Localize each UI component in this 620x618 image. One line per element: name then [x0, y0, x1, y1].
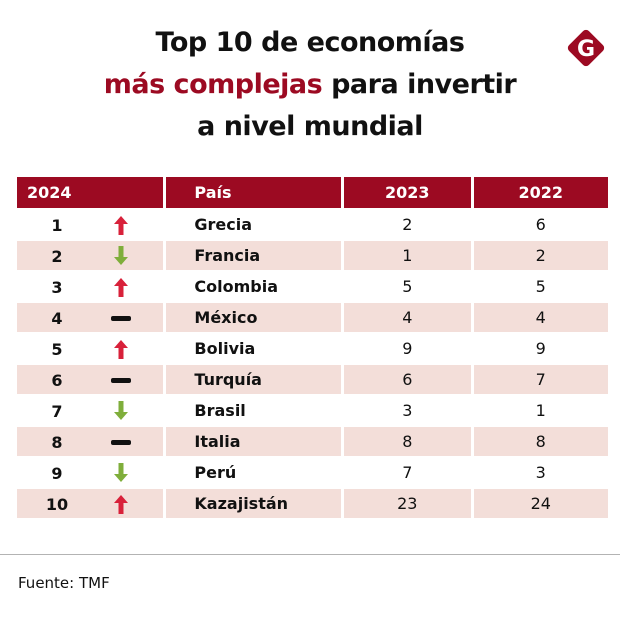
table-row: 6 Turquía 6 7	[17, 365, 608, 394]
rank-cell: 8	[17, 427, 164, 456]
table-row: 10 Kazajistán 23 24	[17, 489, 608, 518]
arrow-up-icon	[114, 216, 128, 235]
rank-2022: 9	[535, 339, 546, 358]
no-change-dash-icon	[111, 316, 131, 321]
header-2024: 2024	[17, 177, 164, 208]
rank-2022: 8	[473, 427, 608, 456]
arrow-up-icon	[114, 340, 128, 359]
table-header-row: 2024 País 2023 2022	[17, 177, 608, 208]
country-name: Kazajistán	[166, 489, 342, 518]
rank-2024: 7	[51, 402, 63, 421]
rank-2024: 9	[51, 464, 63, 483]
rank-2023: 6	[344, 365, 471, 394]
rank-cell: 5	[17, 334, 163, 363]
country-name: Brasil	[194, 401, 246, 420]
header-2023: 2023	[344, 177, 471, 208]
rank-2024: 8	[51, 433, 63, 452]
table-row: 2 Francia 1 2	[17, 241, 608, 270]
rank-2024: 4	[51, 309, 63, 328]
rank-2023: 7	[402, 463, 413, 482]
rank-2023: 8	[344, 427, 471, 456]
rank-2022: 6	[535, 215, 546, 234]
rank-2022: 3	[535, 463, 546, 482]
country-name: Turquía	[166, 365, 342, 394]
arrow-down-icon	[114, 401, 128, 420]
arrow-up-icon	[114, 278, 128, 297]
table-row: 5 Bolivia 9 9	[17, 334, 608, 363]
rank-cell: 7	[17, 396, 163, 425]
rank-2023: 1	[344, 241, 471, 270]
brand-logo-icon: G	[567, 29, 605, 67]
country-name: Bolivia	[194, 339, 256, 358]
arrow-down-icon	[114, 463, 128, 482]
rank-2024: 3	[51, 278, 63, 297]
country-name: México	[166, 303, 342, 332]
rank-2024: 2	[51, 247, 63, 266]
table-row: 3 Colombia 5 5	[17, 272, 608, 301]
table-row: 8 Italia 8 8	[17, 427, 608, 456]
country-name: Francia	[166, 241, 342, 270]
country-name: Perú	[194, 463, 237, 482]
country-name: Grecia	[194, 215, 253, 234]
ranking-table: 2024 País 2023 2022 1 Grecia 2 6 2 Francia 1 2 3…	[14, 175, 611, 520]
table-row: 4 México 4 4	[17, 303, 608, 332]
arrow-up-icon	[114, 495, 128, 514]
rank-2023: 4	[344, 303, 471, 332]
table-row: 7 Brasil 3 1	[17, 396, 608, 425]
rank-cell: 10	[17, 489, 164, 518]
country-name: Italia	[166, 427, 342, 456]
rank-cell: 9	[17, 458, 163, 487]
infographic-title: Top 10 de economías más complejas para i…	[0, 22, 620, 148]
header-2022: 2022	[473, 177, 608, 208]
table-row: 9 Perú 7 3	[17, 458, 608, 487]
rank-2022: 7	[473, 365, 608, 394]
rank-2022: 24	[473, 489, 608, 518]
rank-2023: 9	[402, 339, 413, 358]
country-name: Colombia	[194, 277, 279, 296]
rank-cell: 2	[17, 241, 164, 270]
rank-2022: 2	[473, 241, 608, 270]
rank-2023: 3	[402, 401, 413, 420]
rank-2024: 5	[51, 340, 63, 359]
title-line-3: a nivel mundial	[197, 111, 423, 142]
rank-2024: 1	[51, 216, 63, 235]
rank-2024: 10	[45, 495, 69, 514]
no-change-dash-icon	[111, 378, 131, 383]
rank-2022: 5	[535, 277, 546, 296]
source-note: Fuente: TMF	[18, 574, 110, 592]
title-line-1: Top 10 de economías	[155, 27, 465, 58]
rank-cell: 4	[17, 303, 164, 332]
rank-cell: 1	[17, 210, 163, 239]
title-line-2: más complejas para invertir	[0, 64, 620, 106]
rank-2023: 5	[402, 277, 413, 296]
rank-2022: 1	[535, 401, 546, 420]
svg-text:G: G	[577, 37, 595, 62]
rank-cell: 3	[17, 272, 163, 301]
title-accent-text: más complejas	[103, 69, 323, 100]
rank-2022: 4	[473, 303, 608, 332]
no-change-dash-icon	[111, 440, 131, 445]
footer-divider	[0, 554, 620, 555]
rank-2023: 23	[344, 489, 471, 518]
title-line-2-rest: para invertir	[322, 69, 517, 100]
rank-cell: 6	[17, 365, 164, 394]
table-row: 1 Grecia 2 6	[17, 210, 608, 239]
rank-2024: 6	[51, 371, 63, 390]
rank-2023: 2	[402, 215, 413, 234]
arrow-down-icon	[114, 246, 128, 265]
header-pais: País	[166, 177, 342, 208]
